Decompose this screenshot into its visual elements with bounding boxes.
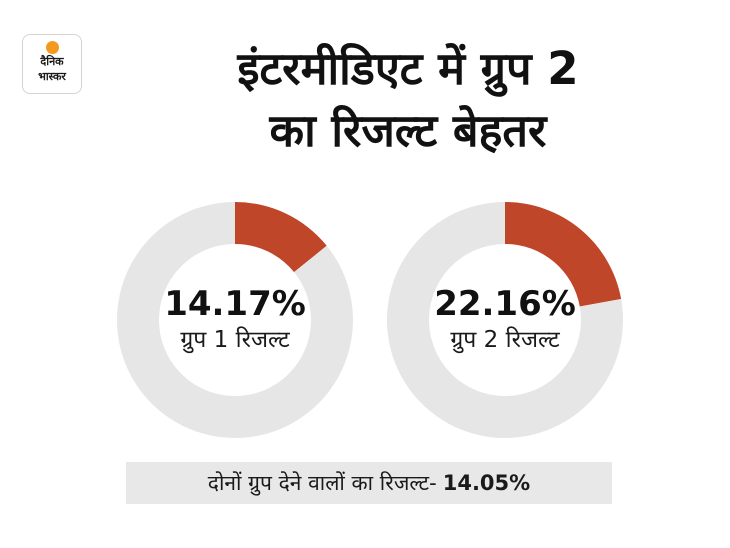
group-1-slice-result bbox=[235, 202, 327, 273]
group-2-label: ग्रुप 2 रिजल्ट bbox=[450, 327, 560, 353]
donut-chart-group-1-svg bbox=[117, 202, 354, 438]
sun-icon bbox=[46, 41, 59, 54]
logo-text-line-1: दैनिक bbox=[40, 55, 64, 68]
overall-result-value: 14.05% bbox=[442, 471, 531, 495]
headline-line-2: का रिजल्ट बेहतर bbox=[269, 104, 547, 157]
dainik-bhaskar-logo[interactable]: दैनिक भास्कर bbox=[22, 34, 82, 94]
donut-center-label: 14.17% ग्रुप 1 रिजल्ट bbox=[115, 284, 355, 356]
group-2-percentage: 22.16% bbox=[434, 284, 576, 324]
group-1-percentage: 14.17% bbox=[164, 284, 306, 324]
group-1-slice-remainder bbox=[117, 202, 354, 438]
donut-chart-group-2: 22.16% ग्रुप 2 रिजल्ट bbox=[385, 200, 625, 440]
group-2-slice-result bbox=[505, 202, 622, 307]
overall-result-bar: दोनों ग्रुप देने वालों का रिजल्ट- 14.05% bbox=[126, 462, 612, 504]
logo-text-line-2: भास्कर bbox=[38, 70, 66, 83]
overall-result-label: दोनों ग्रुप देने वालों का रिजल्ट- bbox=[207, 471, 437, 495]
group-2-slice-remainder bbox=[387, 202, 623, 438]
donut-chart-group-2-svg bbox=[387, 202, 623, 438]
group-1-label: ग्रुप 1 रिजल्ट bbox=[180, 327, 290, 353]
donut-center-label: 22.16% ग्रुप 2 रिजल्ट bbox=[385, 284, 625, 356]
headline: इंटरमीडिएट में ग्रुप 2 का रिजल्ट बेहतर bbox=[108, 38, 708, 162]
headline-line-1: इंटरमीडिएट में ग्रुप 2 bbox=[237, 42, 579, 95]
donut-chart-group-1: 14.17% ग्रुप 1 रिजल्ट bbox=[115, 200, 355, 440]
